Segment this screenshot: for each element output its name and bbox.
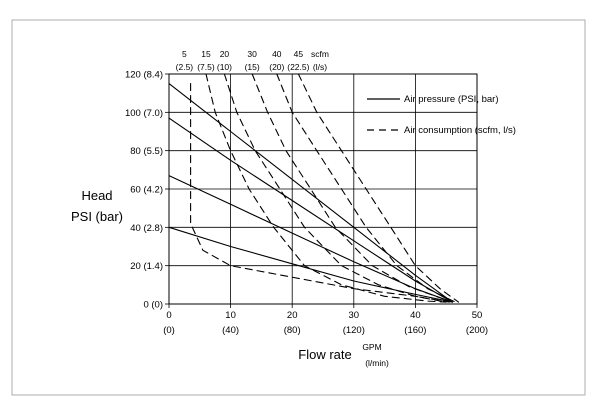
top-tick-sublabel: (10) <box>217 62 232 72</box>
x-tick-sublabel: (0) <box>163 325 175 336</box>
y-axis-ticks: 0 (0) 20 (1.4) 40 (2.8) 60 (4.2) 80 (5.5) 100… <box>125 70 169 311</box>
legend: Air pressure (PSI, bar) Air consumption … <box>367 94 516 136</box>
air-pressure-curve <box>168 83 453 303</box>
air-pressure-curve <box>168 117 453 303</box>
x-tick-label: 50 <box>472 310 483 321</box>
top-axis-ticks: 5 (2.5) 15 (7.5) 20 (10) 30 (15) 40 (20) 45 (22.5) <box>176 49 310 72</box>
x-axis-ticks: 0 (0) 10 (40) 20 (80) 30 (120) 40 (160) 50 (200) <box>163 304 488 336</box>
y-tick-label: 20 (1.4) <box>130 261 163 272</box>
top-tick-sublabel: (2.5) <box>176 62 194 72</box>
air-consumption-curve <box>223 73 450 303</box>
x-axis-unit-lmin: (l/min) <box>365 358 389 368</box>
top-tick-label: 40 <box>272 49 282 59</box>
x-tick-label: 30 <box>349 310 360 321</box>
top-axis-unit-scfm: scfm <box>311 49 329 59</box>
x-tick-label: 0 <box>166 310 171 321</box>
x-tick-label: 20 <box>287 310 298 321</box>
top-tick-sublabel: (15) <box>245 62 260 72</box>
air-pressure-curve <box>168 175 453 303</box>
x-tick-label: 10 <box>225 310 236 321</box>
top-tick-label: 15 <box>201 49 211 59</box>
x-tick-sublabel: (80) <box>284 325 301 336</box>
x-tick-sublabel: (120) <box>343 325 365 336</box>
x-tick-sublabel: (40) <box>222 325 239 336</box>
top-tick-sublabel: (7.5) <box>197 62 215 72</box>
air-pressure-curve <box>168 226 453 303</box>
top-axis-unit-ls: (l/s) <box>313 62 327 72</box>
series-group <box>168 73 460 303</box>
air-consumption-curve <box>251 73 453 303</box>
y-tick-label: 0 (0) <box>143 300 163 311</box>
x-axis-unit-gpm: GPM <box>362 342 381 352</box>
top-tick-label: 20 <box>220 49 230 59</box>
y-tick-label: 60 (4.2) <box>130 185 163 196</box>
legend-dashed-label: Air consumption (scfm, l/s) <box>404 125 516 136</box>
legend-solid-label: Air pressure (PSI, bar) <box>404 94 499 105</box>
outer-frame <box>11 19 586 396</box>
y-axis-title-line1: Head <box>81 188 112 203</box>
top-tick-sublabel: (22.5) <box>287 62 309 72</box>
top-tick-label: 30 <box>247 49 257 59</box>
grid-lines <box>169 74 477 304</box>
x-axis-title: Flow rate <box>298 347 351 362</box>
air-consumption-curve <box>297 73 460 303</box>
y-tick-label: 100 (7.0) <box>125 108 163 119</box>
top-tick-label: 5 <box>182 49 187 59</box>
air-consumption-curve <box>205 73 447 303</box>
y-tick-label: 40 (2.8) <box>130 223 163 234</box>
air-consumption-curve <box>276 73 456 303</box>
top-tick-sublabel: (20) <box>269 62 284 72</box>
x-tick-sublabel: (160) <box>404 325 426 336</box>
top-tick-label: 45 <box>294 49 304 59</box>
y-axis-title-line2: PSI (bar) <box>71 209 123 224</box>
x-tick-sublabel: (200) <box>466 325 488 336</box>
y-tick-label: 120 (8.4) <box>125 70 163 81</box>
x-tick-label: 40 <box>410 310 421 321</box>
y-tick-label: 80 (5.5) <box>130 146 163 157</box>
